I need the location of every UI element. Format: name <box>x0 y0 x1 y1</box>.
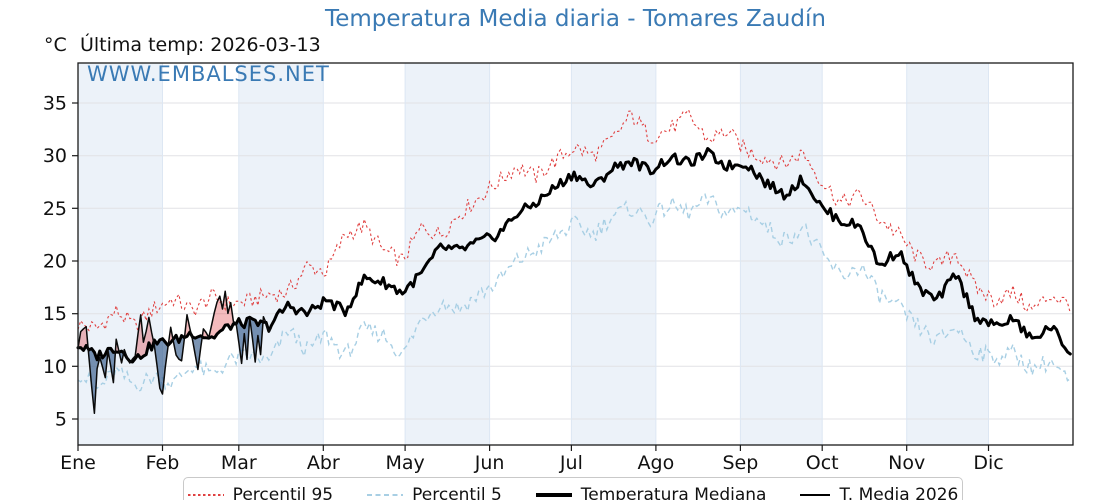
y-tick-label: 25 <box>43 198 67 220</box>
x-tick-label: Ene <box>60 452 96 474</box>
percentil-5-line-sample <box>367 494 404 496</box>
last-temp-label: Última temp: 2026-03-13 <box>80 34 321 56</box>
axis-ticks-and-labels: 5 10 15 20 25 30 35 Ene Feb Mar Abr May Jun Jul Ago Sep… <box>43 93 1004 475</box>
x-tick-label: Dic <box>973 452 1003 474</box>
plot-month-bands <box>78 63 989 445</box>
y-tick-label: 35 <box>43 93 67 115</box>
legend-item-percentil-95: Percentil 95 <box>187 485 334 500</box>
legend-label: Temperatura Mediana <box>580 485 767 500</box>
y-tick-label: 15 <box>43 303 67 325</box>
series-percentil-95 <box>77 108 1071 332</box>
series-temperatura-mediana <box>76 147 1072 364</box>
x-tick-label: Feb <box>146 452 180 474</box>
legend-label: Percentil 5 <box>412 485 502 500</box>
x-tick-label: Oct <box>806 452 839 474</box>
legend-label: T. Media 2026 <box>839 485 959 500</box>
y-tick-label: 30 <box>43 145 67 167</box>
x-tick-label: Ago <box>638 452 675 474</box>
legend-label: Percentil 95 <box>232 485 334 500</box>
legend: Percentil 95 Percentil 5 Temperatura Med… <box>183 477 963 500</box>
watermark: WWW.EMBALSES.NET <box>87 62 330 86</box>
x-tick-label: May <box>385 452 424 474</box>
x-tick-label: Jun <box>474 452 505 474</box>
x-tick-label: Nov <box>888 452 925 474</box>
gridlines <box>78 63 1073 445</box>
percentil-95-line-sample <box>187 494 224 496</box>
y-axis-unit-label: °C <box>44 34 67 56</box>
plot-frame <box>77 62 1074 446</box>
legend-item-mediana: Temperatura Mediana <box>535 485 767 500</box>
legend-item-percentil-5: Percentil 5 <box>367 485 502 500</box>
legend-item-t2026: T. Media 2026 <box>800 485 958 500</box>
chart-title: Temperatura Media diaria - Tomares Zaudí… <box>325 6 826 32</box>
x-tick-label: Mar <box>221 452 257 474</box>
y-tick-label: 20 <box>43 251 67 273</box>
y-tick-label: 5 <box>55 409 67 431</box>
mediana-line-sample <box>535 493 572 497</box>
y-tick-label: 10 <box>43 356 67 378</box>
x-tick-label: Sep <box>722 452 758 474</box>
x-tick-label: Abr <box>307 452 340 474</box>
t2026-line-sample <box>800 494 831 496</box>
series-t-media-2026 <box>77 290 273 415</box>
x-tick-label: Jul <box>559 452 583 474</box>
